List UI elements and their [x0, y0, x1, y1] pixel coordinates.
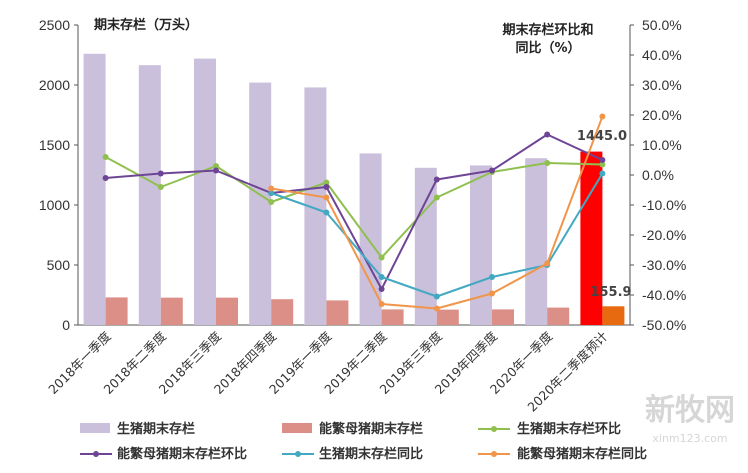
legend: 生猪期末存栏 能繁母猪期末存栏 生猪期末存栏环比 能繁母猪期末存栏环比 生猪期末…	[80, 421, 647, 462]
point-sow-yoy-cat-5	[323, 194, 330, 201]
bar-sow-inventory-cat-9	[547, 307, 570, 325]
bar-hog-inventory-cat-5	[304, 87, 327, 326]
point-hog-yoy-cat-10	[599, 170, 606, 177]
bar-sow-inventory-cat-7	[436, 309, 459, 325]
point-hog-qoq-cat-7	[433, 194, 440, 201]
left-axis-title: 期末存栏（万头）	[94, 17, 198, 33]
left-axis-ticks: 0 500 1000 1500 2000 2500	[39, 17, 78, 333]
legend-marker-sow-yoy	[491, 451, 497, 457]
legend-swatch-sow-inventory	[282, 423, 312, 433]
legend-label-hog-inventory: 生猪期末存栏	[117, 421, 195, 437]
point-sow-qoq-cat-7	[433, 176, 440, 183]
watermark: 新牧网 xinm123.com	[645, 393, 735, 445]
bar-sow-inventory-cat-1	[105, 297, 128, 325]
bar-hog-inventory-cat-3	[194, 58, 216, 325]
right-tick-label-9: 40.0%	[642, 47, 682, 63]
bar-hog-inventory-cat-9	[525, 158, 548, 325]
bars	[83, 53, 625, 326]
lines	[102, 113, 606, 312]
point-hog-yoy-cat-7	[433, 293, 440, 300]
point-hog-yoy-cat-4	[268, 190, 275, 196]
left-tick-label-2: 1000	[39, 197, 70, 213]
point-hog-qoq-cat-6	[378, 254, 385, 261]
left-tick-label-0: 0	[62, 317, 70, 333]
watermark-logo-text: 新牧网	[645, 393, 735, 428]
right-axis-title-line-1: 期末存栏环比和	[502, 22, 593, 38]
watermark-url-text: xinm123.com	[652, 432, 727, 445]
left-tick-label-4: 2000	[39, 77, 70, 93]
point-sow-qoq-cat-8	[489, 167, 495, 174]
point-hog-qoq-cat-2	[157, 184, 164, 190]
point-hog-qoq-cat-1	[102, 154, 109, 160]
right-tick-label-8: 30.0%	[642, 77, 682, 93]
point-sow-yoy-cat-9	[544, 260, 551, 267]
point-sow-qoq-cat-10	[599, 157, 606, 163]
bar-hog-inventory-cat-4	[249, 82, 272, 325]
point-hog-qoq-cat-9	[544, 160, 551, 166]
right-axis-title-line-2: 同比（%）	[515, 40, 580, 56]
right-tick-label-7: 20.0%	[642, 107, 682, 123]
point-sow-qoq-cat-5	[323, 184, 330, 190]
point-sow-yoy-cat-10	[599, 113, 606, 120]
point-sow-yoy-cat-7	[433, 305, 440, 312]
point-sow-qoq-cat-3	[213, 167, 219, 174]
data-label-hog-inventory-forecast: 1445.0	[577, 129, 627, 144]
bar-sow-inventory-cat-2	[160, 297, 183, 325]
right-tick-label-6: 10.0%	[642, 137, 682, 153]
bar-sow-inventory-cat-3	[216, 297, 238, 325]
point-hog-yoy-cat-8	[489, 274, 495, 280]
point-hog-qoq-cat-4	[268, 199, 275, 205]
legend-marker-sow-qoq	[93, 451, 99, 457]
point-hog-qoq-cat-3	[213, 163, 219, 169]
left-tick-label-1: 500	[47, 257, 71, 273]
bar-sow-inventory-cat-10	[602, 306, 625, 325]
bar-hog-inventory-cat-7	[414, 167, 437, 325]
legend-label-hog-qoq: 生猪期末存栏环比	[517, 421, 621, 437]
bar-hog-inventory-cat-2	[138, 65, 161, 325]
right-tick-label-3: -20.0%	[642, 227, 686, 243]
right-tick-label-4: -10.0%	[642, 197, 686, 213]
point-hog-qoq-cat-10	[599, 161, 606, 168]
point-sow-yoy-cat-8	[489, 290, 495, 297]
point-hog-qoq-cat-5	[323, 179, 330, 186]
bar-hog-inventory-cat-10	[580, 151, 603, 325]
legend-marker-hog-qoq	[491, 426, 497, 432]
bar-sow-inventory-cat-4	[271, 299, 294, 325]
legend-label-hog-yoy: 生猪期末存栏同比	[319, 446, 423, 462]
bar-hog-inventory-cat-1	[83, 53, 106, 326]
point-sow-qoq-cat-2	[157, 170, 164, 177]
right-axis-ticks: -50.0% -40.0% -30.0% -20.0% -10.0% 0.0% 10.0% 2…	[630, 17, 686, 333]
line-hog-qoq	[105, 156, 603, 259]
legend-label-sow-inventory: 能繁母猪期末存栏	[319, 421, 423, 437]
right-tick-label-10: 50.0%	[642, 17, 682, 33]
point-hog-yoy-cat-5	[323, 209, 330, 216]
left-tick-label-3: 1500	[39, 137, 70, 153]
left-tick-label-5: 2500	[39, 17, 70, 33]
right-tick-label-1: -40.0%	[642, 287, 686, 303]
right-tick-label-5: 0.0%	[642, 167, 674, 183]
point-sow-yoy-cat-6	[378, 301, 385, 307]
point-sow-qoq-cat-6	[378, 286, 385, 292]
right-tick-label-0: -50.0%	[642, 317, 686, 333]
bar-sow-inventory-cat-8	[492, 309, 514, 325]
legend-label-sow-yoy: 能繁母猪期末存栏同比	[517, 446, 647, 462]
data-label-sow-inventory-forecast: 155.9	[590, 285, 631, 300]
point-sow-qoq-cat-1	[102, 175, 109, 181]
bar-sow-inventory-cat-6	[381, 309, 404, 325]
right-tick-label-2: -30.0%	[642, 257, 686, 273]
legend-label-sow-qoq: 能繁母猪期末存栏环比	[117, 446, 247, 462]
bar-hog-inventory-cat-8	[470, 165, 492, 325]
point-hog-yoy-cat-6	[378, 274, 385, 280]
legend-swatch-hog-inventory	[80, 423, 110, 433]
point-sow-yoy-cat-4	[268, 185, 275, 192]
point-sow-qoq-cat-9	[544, 131, 551, 138]
legend-marker-hog-yoy	[295, 451, 301, 457]
line-sow-qoq	[105, 133, 603, 290]
bar-hog-inventory-cat-6	[359, 153, 382, 325]
bar-sow-inventory-cat-5	[326, 300, 349, 325]
